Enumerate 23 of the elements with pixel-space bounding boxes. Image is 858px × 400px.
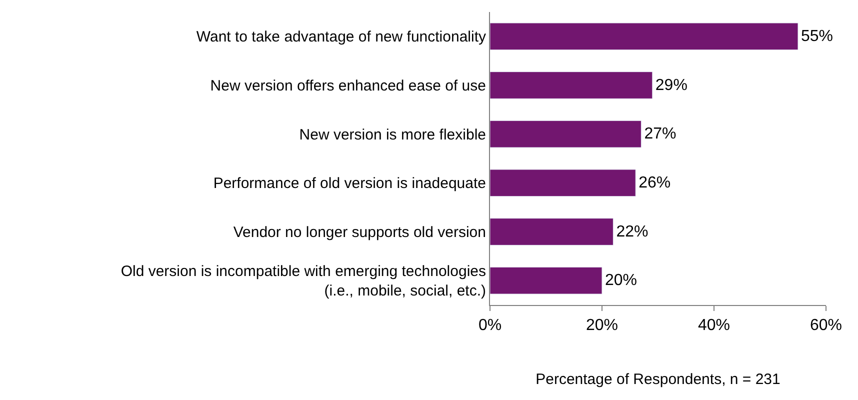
data-label: 27% <box>644 126 676 143</box>
bar <box>490 120 642 148</box>
bar <box>490 218 614 246</box>
data-label: 22% <box>616 223 648 240</box>
x-tick-label: 0% <box>478 317 502 334</box>
y-tick-label: Vendor no longer supports old version <box>233 224 486 241</box>
data-label: 29% <box>655 76 688 94</box>
bar <box>490 22 798 50</box>
data-label: 26% <box>638 174 671 192</box>
data-label: 20% <box>605 272 638 290</box>
bar <box>490 169 636 197</box>
y-tick-label: Performance of old version is inadequate <box>213 175 486 192</box>
x-tick-label: 40% <box>698 317 730 334</box>
bar <box>490 266 602 294</box>
x-tick-label: 60% <box>810 317 842 334</box>
y-tick-label: Old version is incompatible with emerging technologies (i.e., mobile, social, etc.) <box>120 263 486 300</box>
data-label: 55% <box>801 28 834 45</box>
y-tick-label: Want to take advantage of new functionality <box>196 28 486 46</box>
x-axis-title: Percentage of Respondents, n = 231 <box>536 371 780 388</box>
y-tick-label: New version offers enhanced ease of use <box>210 78 486 94</box>
x-tick-label: 20% <box>586 317 618 334</box>
y-tick-label: New version is more flexible <box>299 126 486 144</box>
bar <box>490 72 653 99</box>
